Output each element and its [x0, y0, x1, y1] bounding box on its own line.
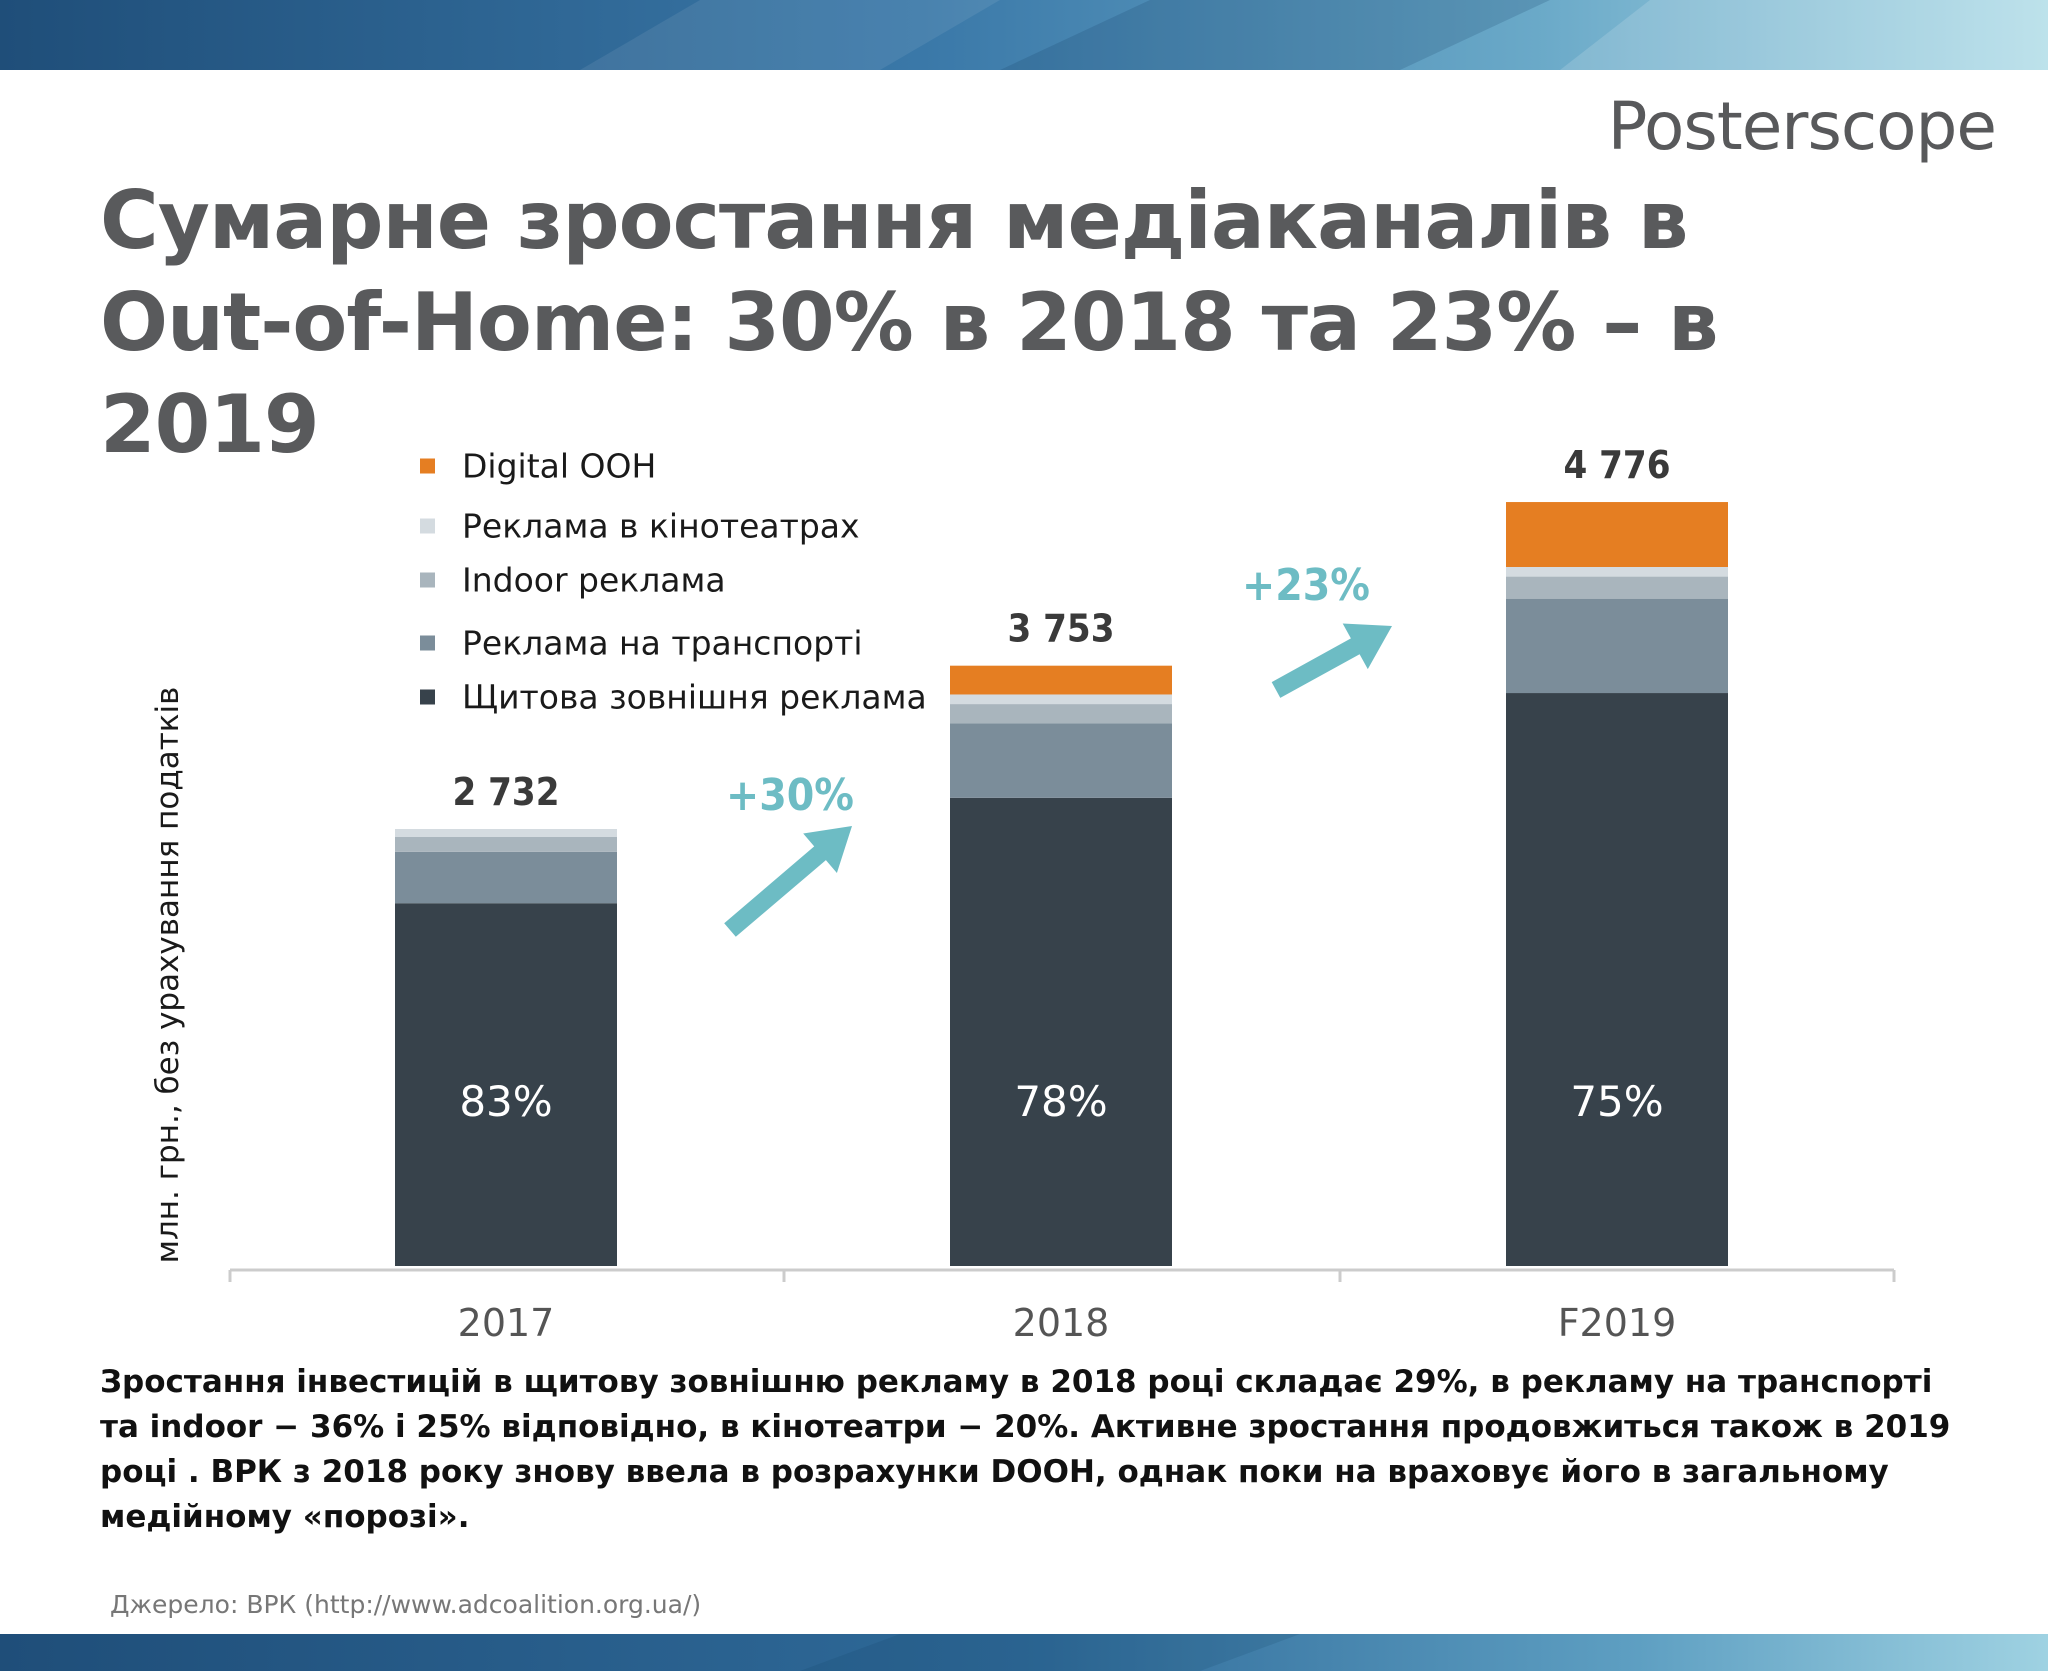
bar-segment-2018-s1 [950, 723, 1172, 798]
bar-segment-f2019-s0 [1506, 693, 1728, 1266]
legend-swatch-cinema [420, 518, 435, 534]
legend-label-digital-ooh: Digital OOH [462, 446, 657, 486]
bar-segment-2017-s3 [395, 829, 617, 837]
legend-item-transport: Реклама на транспорті [420, 624, 863, 663]
legend-label-indoor: Indoor реклама [462, 560, 726, 600]
source-note: Джерело: ВРК (http://www.adcoalition.org… [110, 1590, 702, 1619]
bar-segment-f2019-s2 [1506, 576, 1728, 599]
share-label-f2019: 75% [1570, 1077, 1663, 1126]
legend-swatch-transport [420, 635, 435, 651]
bar-segment-2017-s1 [395, 851, 617, 904]
x-tick-label-2018: 2018 [1013, 1301, 1110, 1345]
legend-label-transport: Реклама на транспорті [462, 623, 863, 663]
total-label-2018: 3 753 [1007, 607, 1114, 651]
header-band [0, 0, 2048, 70]
growth-arrow-2 [1271, 623, 1392, 698]
legend-item-billboard: Щитова зовнішня реклама [420, 678, 927, 717]
stacked-bar-chart: 2 732 83% 2017 3 753 78% 2018 4 776 75% F2019 +30… [228, 443, 1896, 1345]
legend-item-cinema: Реклама в кінотеатрах [420, 507, 860, 546]
bar-segment-2018-s3 [950, 694, 1172, 705]
bar-segment-f2019-s1 [1506, 598, 1728, 694]
legend-label-cinema: Реклама в кінотеатрах [462, 506, 860, 546]
bar-segment-f2019-s3 [1506, 566, 1728, 577]
bar-segment-2017-s0 [395, 903, 617, 1266]
description-text: Зростання інвестицій в щитову зовнішню р… [100, 1364, 1951, 1535]
title-line-1: Сумарне зростання медіаканалів в [100, 174, 1688, 267]
legend-item-digital-ooh: Digital OOH [420, 447, 656, 486]
x-tick-label-f2019: F2019 [1558, 1301, 1677, 1345]
x-tick-label-2017: 2017 [458, 1301, 555, 1345]
growth-label-1: +30% [726, 770, 854, 821]
footer-band [0, 1634, 2048, 1671]
share-label-2018: 78% [1014, 1077, 1107, 1126]
title-line-2: Out-of-Home: 30% в 2018 та 23% – в 2019 [100, 276, 1719, 471]
bar-segment-2018-s2 [950, 704, 1172, 724]
bar-segment-2018-s0 [950, 797, 1172, 1266]
legend-item-indoor: Indoor реклама [420, 561, 726, 600]
legend-swatch-billboard [420, 689, 435, 705]
bar-segment-f2019-s4 [1506, 502, 1728, 567]
page-title: Сумарне зростання медіаканалів в Out-of-… [100, 170, 1800, 476]
total-label-2017: 2 732 [452, 770, 559, 814]
bar-segment-2017-s2 [395, 836, 617, 852]
growth-arrow-1 [724, 826, 852, 937]
growth-label-2: +23% [1242, 560, 1370, 611]
share-label-2017: 83% [459, 1077, 552, 1126]
legend-label-billboard: Щитова зовнішня реклама [462, 677, 927, 717]
total-label-f2019: 4 776 [1563, 443, 1670, 487]
legend-swatch-indoor [420, 572, 435, 588]
legend-swatch-digital-ooh [420, 458, 435, 474]
posterscope-logo: Posterscope [1607, 88, 1997, 165]
bar-segment-2018-s4 [950, 665, 1172, 695]
